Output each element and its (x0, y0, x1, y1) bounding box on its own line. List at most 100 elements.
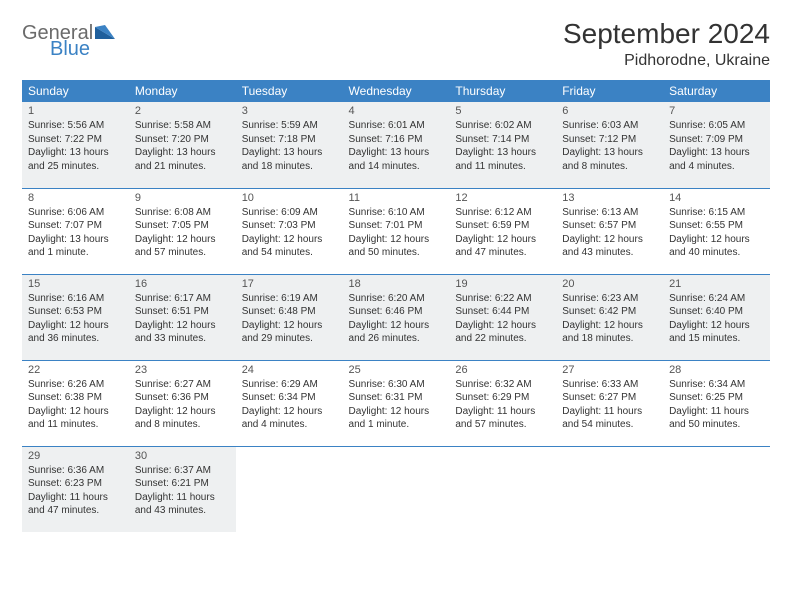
calendar-table: SundayMondayTuesdayWednesdayThursdayFrid… (22, 80, 770, 532)
day-number: 11 (349, 192, 444, 204)
sunrise: Sunrise: 6:26 AM (28, 378, 123, 392)
day-info: Sunrise: 6:24 AMSunset: 6:40 PMDaylight:… (669, 292, 764, 346)
sunset: Sunset: 6:34 PM (242, 391, 337, 405)
daylight: Daylight: 13 hours and 21 minutes. (135, 146, 230, 173)
sunrise: Sunrise: 6:22 AM (455, 292, 550, 306)
daylight: Daylight: 12 hours and 47 minutes. (455, 233, 550, 260)
sunrise: Sunrise: 6:13 AM (562, 206, 657, 220)
daylight: Daylight: 11 hours and 47 minutes. (28, 491, 123, 518)
logo-text: General Blue (22, 24, 115, 58)
day-number: 13 (562, 192, 657, 204)
sunset: Sunset: 6:40 PM (669, 305, 764, 319)
daylight: Daylight: 12 hours and 57 minutes. (135, 233, 230, 260)
day-info: Sunrise: 6:09 AMSunset: 7:03 PMDaylight:… (242, 206, 337, 260)
day-info: Sunrise: 6:32 AMSunset: 6:29 PMDaylight:… (455, 378, 550, 432)
day-number: 29 (28, 450, 123, 462)
daylight: Daylight: 13 hours and 11 minutes. (455, 146, 550, 173)
day-cell: 6Sunrise: 6:03 AMSunset: 7:12 PMDaylight… (556, 102, 663, 188)
sunrise: Sunrise: 6:20 AM (349, 292, 444, 306)
daylight: Daylight: 12 hours and 50 minutes. (349, 233, 444, 260)
sunset: Sunset: 6:59 PM (455, 219, 550, 233)
day-cell: 12Sunrise: 6:12 AMSunset: 6:59 PMDayligh… (449, 188, 556, 274)
daylight: Daylight: 12 hours and 11 minutes. (28, 405, 123, 432)
day-number: 16 (135, 278, 230, 290)
sunrise: Sunrise: 6:33 AM (562, 378, 657, 392)
day-header-row: SundayMondayTuesdayWednesdayThursdayFrid… (22, 80, 770, 102)
sunset: Sunset: 6:53 PM (28, 305, 123, 319)
day-info: Sunrise: 6:13 AMSunset: 6:57 PMDaylight:… (562, 206, 657, 260)
sunrise: Sunrise: 6:06 AM (28, 206, 123, 220)
sunrise: Sunrise: 6:02 AM (455, 119, 550, 133)
day-cell: 7Sunrise: 6:05 AMSunset: 7:09 PMDaylight… (663, 102, 770, 188)
daylight: Daylight: 13 hours and 4 minutes. (669, 146, 764, 173)
sunset: Sunset: 6:57 PM (562, 219, 657, 233)
day-cell: 15Sunrise: 6:16 AMSunset: 6:53 PMDayligh… (22, 274, 129, 360)
day-header: Thursday (449, 80, 556, 102)
title-block: September 2024 Pidhorodne, Ukraine (563, 18, 770, 70)
daylight: Daylight: 12 hours and 15 minutes. (669, 319, 764, 346)
day-number: 2 (135, 105, 230, 117)
logo-triangle-icon (95, 24, 115, 42)
day-cell: 28 Sunrise: 6:34 AMSunset: 6:25 PMDayligh… (663, 360, 770, 446)
day-cell: 17Sunrise: 6:19 AMSunset: 6:48 PMDayligh… (236, 274, 343, 360)
day-cell: 14Sunrise: 6:15 AMSunset: 6:55 PMDayligh… (663, 188, 770, 274)
day-number: 9 (135, 192, 230, 204)
day-info: Sunrise: 6:33 AMSunset: 6:27 PMDaylight:… (562, 378, 657, 432)
day-number: 6 (562, 105, 657, 117)
day-number: 10 (242, 192, 337, 204)
day-info: Sunrise: 6:34 AMSunset: 6:25 PMDaylight:… (669, 378, 764, 432)
day-number: 23 (135, 364, 230, 376)
sunrise: Sunrise: 6:19 AM (242, 292, 337, 306)
logo: General Blue (22, 18, 115, 58)
day-cell: 21Sunrise: 6:24 AMSunset: 6:40 PMDayligh… (663, 274, 770, 360)
sunrise: Sunrise: 6:01 AM (349, 119, 444, 133)
sunrise: Sunrise: 6:27 AM (135, 378, 230, 392)
day-cell: 2Sunrise: 5:58 AMSunset: 7:20 PMDaylight… (129, 102, 236, 188)
sunset: Sunset: 6:31 PM (349, 391, 444, 405)
sunset: Sunset: 6:27 PM (562, 391, 657, 405)
day-cell: 10 Sunrise: 6:09 AMSunset: 7:03 PMDayligh… (236, 188, 343, 274)
day-number: 3 (242, 105, 337, 117)
day-info: Sunrise: 6:08 AMSunset: 7:05 PMDaylight:… (135, 206, 230, 260)
sunset: Sunset: 7:12 PM (562, 133, 657, 147)
sunrise: Sunrise: 6:29 AM (242, 378, 337, 392)
sunrise: Sunrise: 6:37 AM (135, 464, 230, 478)
day-cell: 25Sunrise: 6:30 AMSunset: 6:31 PMDayligh… (343, 360, 450, 446)
day-info: Sunrise: 6:06 AMSunset: 7:07 PMDaylight:… (28, 206, 123, 260)
daylight: Daylight: 12 hours and 43 minutes. (562, 233, 657, 260)
daylight: Daylight: 11 hours and 43 minutes. (135, 491, 230, 518)
day-info: Sunrise: 6:37 AMSunset: 6:21 PMDaylight:… (135, 464, 230, 518)
day-number: 5 (455, 105, 550, 117)
sunrise: Sunrise: 5:59 AM (242, 119, 337, 133)
sunset: Sunset: 6:44 PM (455, 305, 550, 319)
daylight: Daylight: 11 hours and 57 minutes. (455, 405, 550, 432)
day-cell: 1Sunrise: 5:56 AMSunset: 7:22 PMDaylight… (22, 102, 129, 188)
day-info: Sunrise: 6:15 AMSunset: 6:55 PMDaylight:… (669, 206, 764, 260)
sunrise: Sunrise: 6:17 AM (135, 292, 230, 306)
day-cell: 5Sunrise: 6:02 AMSunset: 7:14 PMDaylight… (449, 102, 556, 188)
day-header: Sunday (22, 80, 129, 102)
day-cell: 4Sunrise: 6:01 AMSunset: 7:16 PMDaylight… (343, 102, 450, 188)
day-number: 30 (135, 450, 230, 462)
day-header: Wednesday (343, 80, 450, 102)
daylight: Daylight: 12 hours and 36 minutes. (28, 319, 123, 346)
daylight: Daylight: 12 hours and 18 minutes. (562, 319, 657, 346)
day-number: 4 (349, 105, 444, 117)
day-info: Sunrise: 6:05 AMSunset: 7:09 PMDaylight:… (669, 119, 764, 173)
sunrise: Sunrise: 6:08 AM (135, 206, 230, 220)
sunset: Sunset: 6:48 PM (242, 305, 337, 319)
day-info: Sunrise: 6:19 AMSunset: 6:48 PMDaylight:… (242, 292, 337, 346)
day-number: 28 (669, 364, 764, 376)
sunset: Sunset: 6:21 PM (135, 477, 230, 491)
day-header: Monday (129, 80, 236, 102)
day-info: Sunrise: 6:16 AMSunset: 6:53 PMDaylight:… (28, 292, 123, 346)
sunset: Sunset: 6:51 PM (135, 305, 230, 319)
sunset: Sunset: 6:55 PM (669, 219, 764, 233)
sunrise: Sunrise: 6:16 AM (28, 292, 123, 306)
day-info: Sunrise: 6:36 AMSunset: 6:23 PMDaylight:… (28, 464, 123, 518)
day-cell: 11Sunrise: 6:10 AMSunset: 7:01 PMDayligh… (343, 188, 450, 274)
daylight: Daylight: 13 hours and 25 minutes. (28, 146, 123, 173)
day-cell: 30 Sunrise: 6:37 AMSunset: 6:21 PMDayligh… (129, 446, 236, 532)
daylight: Daylight: 12 hours and 26 minutes. (349, 319, 444, 346)
calendar-row: 15Sunrise: 6:16 AMSunset: 6:53 PMDayligh… (22, 274, 770, 360)
